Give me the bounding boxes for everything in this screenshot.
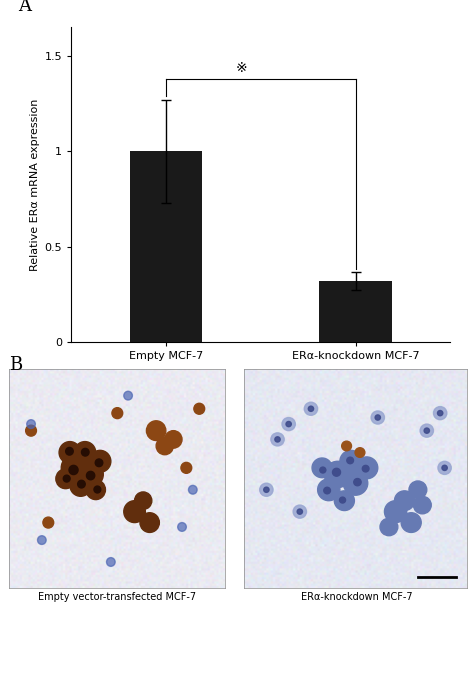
Circle shape	[375, 415, 381, 420]
Circle shape	[27, 420, 36, 428]
Bar	[130, 151, 202, 342]
Text: ※: ※	[236, 61, 247, 75]
Circle shape	[124, 501, 146, 523]
Text: ERα-knockdown MCF-7: ERα-knockdown MCF-7	[301, 592, 412, 602]
Circle shape	[146, 421, 166, 440]
Text: A: A	[18, 0, 31, 15]
Circle shape	[80, 462, 103, 486]
Circle shape	[347, 457, 354, 464]
Circle shape	[438, 410, 443, 416]
Circle shape	[275, 437, 280, 442]
Circle shape	[413, 497, 431, 514]
Circle shape	[260, 483, 273, 497]
Circle shape	[342, 441, 352, 451]
Circle shape	[156, 437, 173, 455]
Circle shape	[181, 462, 191, 473]
Circle shape	[394, 491, 415, 510]
Circle shape	[312, 458, 332, 477]
Circle shape	[86, 480, 105, 499]
Y-axis label: Relative ERα mRNA expression: Relative ERα mRNA expression	[30, 98, 40, 271]
Circle shape	[318, 479, 340, 501]
Circle shape	[334, 491, 355, 510]
Circle shape	[343, 471, 368, 495]
Circle shape	[26, 425, 36, 436]
Circle shape	[89, 450, 111, 472]
Circle shape	[282, 417, 295, 431]
Circle shape	[264, 487, 269, 492]
Circle shape	[297, 509, 302, 514]
Circle shape	[86, 471, 95, 479]
Circle shape	[371, 411, 384, 424]
Circle shape	[56, 469, 75, 488]
Circle shape	[286, 421, 292, 427]
Circle shape	[304, 402, 318, 415]
Circle shape	[320, 467, 326, 473]
Circle shape	[112, 408, 123, 419]
Circle shape	[61, 455, 87, 481]
Circle shape	[355, 448, 365, 458]
Circle shape	[82, 449, 89, 456]
Circle shape	[74, 442, 96, 464]
Circle shape	[442, 465, 447, 471]
Circle shape	[70, 475, 91, 497]
Circle shape	[69, 465, 78, 475]
Circle shape	[124, 391, 132, 400]
Circle shape	[424, 428, 429, 433]
Circle shape	[271, 433, 284, 446]
Circle shape	[293, 505, 307, 518]
Circle shape	[59, 442, 81, 464]
Circle shape	[78, 480, 85, 488]
Circle shape	[380, 518, 398, 536]
Circle shape	[194, 404, 205, 415]
Circle shape	[340, 450, 362, 472]
Circle shape	[140, 513, 159, 532]
Circle shape	[94, 486, 101, 493]
Circle shape	[37, 536, 46, 544]
Circle shape	[107, 557, 115, 566]
Circle shape	[308, 406, 314, 411]
Circle shape	[354, 479, 361, 486]
Circle shape	[409, 481, 427, 499]
Circle shape	[438, 461, 451, 475]
Text: B: B	[9, 356, 23, 373]
Circle shape	[420, 424, 433, 437]
Circle shape	[189, 486, 197, 494]
Circle shape	[43, 517, 54, 528]
Circle shape	[384, 501, 407, 523]
Text: Empty vector-transfected MCF-7: Empty vector-transfected MCF-7	[38, 592, 197, 602]
Circle shape	[356, 457, 378, 479]
Circle shape	[324, 487, 330, 494]
Circle shape	[178, 523, 186, 531]
Circle shape	[135, 492, 152, 510]
Circle shape	[401, 513, 421, 532]
Circle shape	[332, 469, 340, 476]
Circle shape	[95, 459, 103, 466]
Bar	[319, 281, 392, 342]
Circle shape	[324, 461, 351, 488]
Circle shape	[339, 497, 346, 503]
Circle shape	[165, 431, 182, 448]
Circle shape	[433, 406, 447, 420]
Circle shape	[64, 475, 70, 482]
Circle shape	[362, 465, 369, 472]
Circle shape	[66, 447, 73, 455]
